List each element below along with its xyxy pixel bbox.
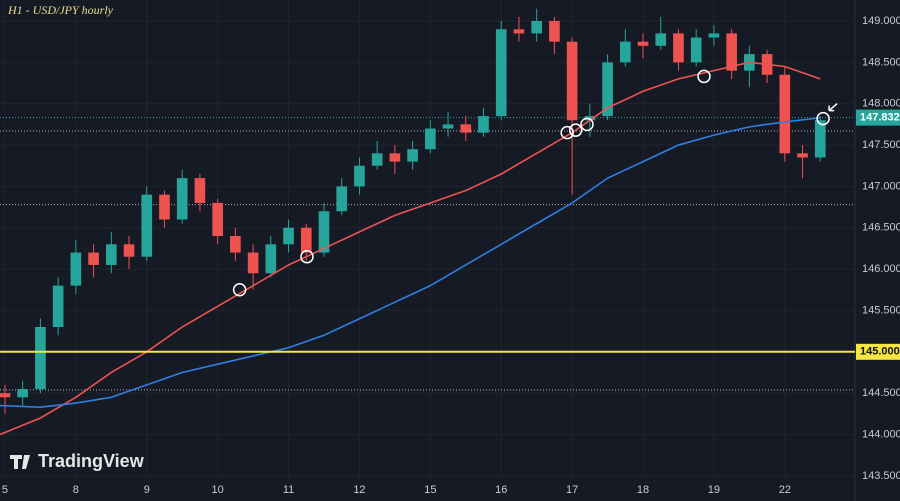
marker xyxy=(300,249,314,264)
candle-body xyxy=(637,41,649,46)
candle-body xyxy=(283,227,294,245)
candle-body xyxy=(105,244,117,265)
candle-body xyxy=(460,124,472,133)
x-tick-label: 19 xyxy=(708,484,720,496)
candle-body xyxy=(194,178,206,203)
candle-body xyxy=(88,252,99,265)
candle-body xyxy=(814,120,826,158)
candle-body xyxy=(0,393,11,398)
candle-body xyxy=(141,194,153,257)
y-tick-label: 147.500 xyxy=(862,139,900,151)
candle-body xyxy=(566,41,578,121)
candle-body xyxy=(247,252,259,274)
candle-body xyxy=(549,21,560,42)
candle-body xyxy=(726,33,737,71)
x-tick-label: 11 xyxy=(283,484,294,496)
y-tick-label: 148.000 xyxy=(862,98,900,110)
candle-body xyxy=(265,244,277,274)
candle-body xyxy=(779,74,791,154)
candle-body xyxy=(584,116,596,121)
x-tick-label: 18 xyxy=(637,484,649,496)
candle-body xyxy=(354,165,365,187)
candle-body xyxy=(318,211,330,253)
y-tick-label: 143.500 xyxy=(862,470,900,482)
candle-body xyxy=(495,29,507,117)
marker xyxy=(580,117,594,132)
arrow xyxy=(828,103,838,112)
watermark: TradingView xyxy=(38,451,145,471)
y-tick-label: 146.000 xyxy=(862,263,900,275)
marker xyxy=(232,283,247,297)
candle-body xyxy=(336,186,348,212)
x-tick-label: 12 xyxy=(353,484,365,496)
marker xyxy=(560,125,574,140)
candle-body xyxy=(52,285,64,327)
candle-body xyxy=(176,178,188,220)
price-label: 147.832 xyxy=(860,112,900,124)
candle-body xyxy=(797,153,808,158)
y-tick-label: 144.000 xyxy=(862,428,900,440)
x-tick-label: 10 xyxy=(212,484,224,496)
y-tick-label: 145.500 xyxy=(862,304,900,316)
marker xyxy=(816,111,830,126)
price-label: 145.000 xyxy=(860,346,900,358)
candle-body xyxy=(17,389,29,398)
y-tick-label: 148.500 xyxy=(862,56,900,68)
candle-body xyxy=(513,29,525,34)
candle-body xyxy=(389,153,401,162)
price-label-box xyxy=(856,109,900,126)
candle-body xyxy=(371,153,383,166)
x-tick-label: 9 xyxy=(144,484,150,496)
candle-body xyxy=(673,33,684,63)
candle-body xyxy=(123,244,135,257)
candle-body xyxy=(655,33,667,46)
y-tick-label: 144.500 xyxy=(862,387,900,399)
x-tick-label: 17 xyxy=(566,484,578,496)
y-tick-label: 147.000 xyxy=(862,180,900,192)
candle-body xyxy=(407,149,418,162)
candle-body xyxy=(35,326,46,390)
candle-body xyxy=(478,116,489,133)
moving-average xyxy=(0,116,821,409)
candle-body xyxy=(425,128,436,150)
logo xyxy=(10,455,30,469)
candle-body xyxy=(300,227,312,253)
candle-body xyxy=(212,202,223,237)
plot xyxy=(0,8,855,436)
candle-body xyxy=(159,194,170,220)
candle-body xyxy=(690,37,702,63)
x-tick-label: 15 xyxy=(424,484,436,496)
x-tick-label: 22 xyxy=(779,484,791,496)
marker xyxy=(568,123,583,137)
x-tick-label: 8 xyxy=(73,484,79,496)
candle-body xyxy=(230,236,241,253)
candle-body xyxy=(70,252,82,286)
price-label-box xyxy=(856,343,900,360)
y-tick-label: 149.000 xyxy=(862,15,900,27)
moving-average xyxy=(0,61,821,436)
candle-body xyxy=(531,21,542,34)
y-tick-label: 146.500 xyxy=(862,222,900,234)
candle-body xyxy=(708,33,720,38)
x-tick-label: 16 xyxy=(495,484,507,496)
marker xyxy=(697,69,711,84)
candle-body xyxy=(619,41,631,63)
x-tick-label: 5 xyxy=(2,484,8,496)
chart-title: H1 - USD/JPY hourly xyxy=(7,3,114,17)
candle-body xyxy=(442,124,454,129)
candle-body xyxy=(602,62,613,117)
